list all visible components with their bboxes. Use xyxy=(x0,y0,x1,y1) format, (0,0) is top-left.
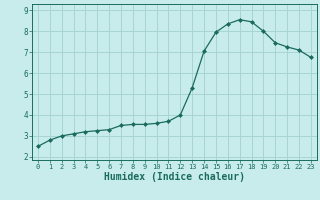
X-axis label: Humidex (Indice chaleur): Humidex (Indice chaleur) xyxy=(104,172,245,182)
